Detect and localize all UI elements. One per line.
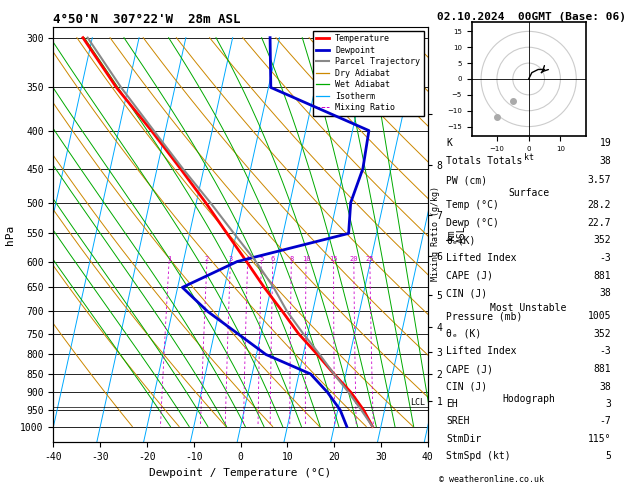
Text: 19: 19 <box>599 138 611 148</box>
Text: 115°: 115° <box>587 434 611 444</box>
Text: Temp (°C): Temp (°C) <box>446 200 499 210</box>
Text: θₑ(K): θₑ(K) <box>446 235 476 245</box>
Text: EH: EH <box>446 399 458 409</box>
Text: 10: 10 <box>302 256 310 261</box>
Text: 15: 15 <box>330 256 338 261</box>
Text: 28.2: 28.2 <box>587 200 611 210</box>
X-axis label: kt: kt <box>524 153 533 162</box>
Text: 38: 38 <box>599 288 611 298</box>
Y-axis label: hPa: hPa <box>4 225 14 244</box>
Text: 38: 38 <box>599 382 611 392</box>
Text: Lifted Index: Lifted Index <box>446 347 516 357</box>
Text: 38: 38 <box>599 156 611 167</box>
Text: -3: -3 <box>599 347 611 357</box>
Text: © weatheronline.co.uk: © weatheronline.co.uk <box>439 474 544 484</box>
Text: Pressure (mb): Pressure (mb) <box>446 312 523 321</box>
Text: PW (cm): PW (cm) <box>446 175 487 185</box>
Text: Most Unstable: Most Unstable <box>491 303 567 312</box>
Text: Totals Totals: Totals Totals <box>446 156 523 167</box>
Text: Mixing Ratio (g/kg): Mixing Ratio (g/kg) <box>431 186 440 281</box>
Text: Lifted Index: Lifted Index <box>446 253 516 263</box>
Text: LCL: LCL <box>410 398 425 406</box>
Text: 881: 881 <box>594 271 611 280</box>
Text: CIN (J): CIN (J) <box>446 288 487 298</box>
Text: 1005: 1005 <box>587 312 611 321</box>
Text: 02.10.2024  00GMT (Base: 06): 02.10.2024 00GMT (Base: 06) <box>437 12 626 22</box>
Text: 352: 352 <box>594 235 611 245</box>
Text: 3: 3 <box>228 256 233 261</box>
Text: 25: 25 <box>365 256 374 261</box>
Text: 2: 2 <box>205 256 209 261</box>
Text: -3: -3 <box>599 253 611 263</box>
Text: Surface: Surface <box>508 188 549 198</box>
Text: Hodograph: Hodograph <box>502 394 555 404</box>
Text: StmSpd (kt): StmSpd (kt) <box>446 451 511 461</box>
Text: 4: 4 <box>245 256 250 261</box>
Text: CAPE (J): CAPE (J) <box>446 364 493 374</box>
Text: CAPE (J): CAPE (J) <box>446 271 493 280</box>
Legend: Temperature, Dewpoint, Parcel Trajectory, Dry Adiabat, Wet Adiabat, Isotherm, Mi: Temperature, Dewpoint, Parcel Trajectory… <box>313 31 423 116</box>
Text: 20: 20 <box>350 256 358 261</box>
Text: CIN (J): CIN (J) <box>446 382 487 392</box>
Text: 1: 1 <box>167 256 171 261</box>
Text: 881: 881 <box>594 364 611 374</box>
Text: 5: 5 <box>259 256 264 261</box>
Text: 5: 5 <box>605 451 611 461</box>
Text: 352: 352 <box>594 329 611 339</box>
Text: SREH: SREH <box>446 417 470 427</box>
Text: 8: 8 <box>289 256 294 261</box>
Text: 4°50'N  307°22'W  28m ASL: 4°50'N 307°22'W 28m ASL <box>53 13 241 26</box>
Text: K: K <box>446 138 452 148</box>
Y-axis label: km
ASL: km ASL <box>445 226 467 243</box>
Text: 22.7: 22.7 <box>587 218 611 228</box>
Text: 3: 3 <box>605 399 611 409</box>
Text: θₑ (K): θₑ (K) <box>446 329 481 339</box>
Text: -7: -7 <box>599 417 611 427</box>
X-axis label: Dewpoint / Temperature (°C): Dewpoint / Temperature (°C) <box>150 468 331 478</box>
Text: 3.57: 3.57 <box>587 175 611 185</box>
Text: Dewp (°C): Dewp (°C) <box>446 218 499 228</box>
Text: 6: 6 <box>270 256 275 261</box>
Text: StmDir: StmDir <box>446 434 481 444</box>
